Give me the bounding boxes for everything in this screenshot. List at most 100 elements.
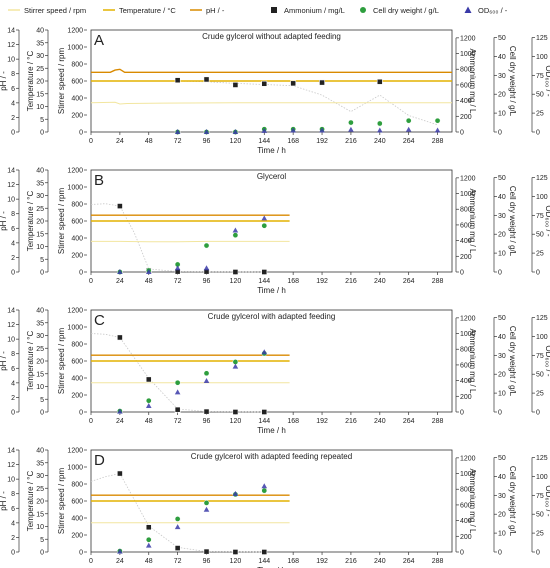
temperature-tick-label: 0	[40, 550, 44, 557]
cdw-point	[261, 487, 268, 494]
cdw-tick-label: 40	[498, 194, 506, 201]
od-point	[145, 269, 152, 274]
cdw-tick-label: 20	[498, 512, 506, 519]
od-point	[203, 265, 210, 271]
x-tick-label: 264	[403, 138, 415, 145]
temperature-axis-title: Temperature / °C	[26, 331, 35, 392]
cdw-tick-label: 40	[498, 54, 506, 61]
x-tick-label: 72	[174, 278, 182, 285]
ammonium-point	[232, 269, 239, 275]
ammonium-tick-label: 1200	[460, 455, 476, 462]
od-tick-label: 100	[536, 194, 548, 201]
od-point	[203, 378, 210, 384]
ammonium-point	[261, 409, 268, 415]
cdw-tick-label: 10	[498, 111, 506, 118]
x-tick-label: 216	[345, 418, 357, 425]
cdw-tick-label: 40	[498, 474, 506, 481]
od-point	[117, 548, 123, 554]
temperature-tick-label: 35	[36, 40, 44, 47]
od-tick-label: 50	[536, 232, 544, 239]
temperature-tick-label: 10	[36, 384, 44, 391]
temperature-tick-label: 0	[40, 270, 44, 277]
od-axis-title: OD₆₀₀ / -	[544, 485, 550, 517]
temperature-axis-title: Temperature / °C	[26, 191, 35, 252]
x-tick-label: 240	[374, 418, 386, 425]
ammonium-axis-title: Ammonium mg / L	[468, 469, 477, 534]
temperature-tick-label: 25	[36, 486, 44, 493]
temperature-tick-label: 30	[36, 193, 44, 200]
stirrer-tick-label: 200	[71, 533, 83, 540]
ammonium-tick-label: 800	[460, 347, 472, 354]
stirrer-tick-label: 1200	[67, 28, 83, 35]
od-tick-label: 125	[536, 35, 548, 42]
stirrer-tick-label: 1000	[67, 185, 83, 192]
temperature-tick-label: 5	[40, 257, 44, 264]
legend-label-ph: pH / -	[206, 6, 225, 15]
stirrer-tick-label: 800	[71, 62, 83, 69]
x-tick-label: 120	[230, 138, 242, 145]
ph-tick-label: 14	[7, 308, 15, 315]
temperature-tick-label: 15	[36, 511, 44, 518]
cdw-tick-label: 30	[498, 493, 506, 500]
ph-axis-title: pH / -	[0, 71, 8, 91]
x-tick-label: 288	[432, 278, 444, 285]
od-point	[261, 127, 268, 133]
x-tick-label: 216	[345, 558, 357, 565]
x-tick-label: 240	[374, 278, 386, 285]
x-tick-label: 288	[432, 558, 444, 565]
ammonium-point	[232, 409, 239, 415]
x-axis-title: Time / h	[257, 286, 286, 295]
stirrer-tick-label: 1200	[67, 308, 83, 315]
x-tick-label: 264	[403, 558, 415, 565]
stirrer-tick-label: 200	[71, 393, 83, 400]
ph-tick-label: 2	[11, 255, 15, 262]
od-point	[174, 265, 181, 271]
od-point	[261, 215, 268, 221]
cdw-point	[203, 500, 210, 506]
stirrer-tick-label: 800	[71, 342, 83, 349]
ammonium-point	[319, 79, 325, 86]
od-tick-label: 125	[536, 455, 548, 462]
x-axis-title: Time / h	[257, 566, 286, 568]
ph-tick-label: 8	[11, 71, 15, 78]
od-point	[174, 389, 181, 395]
x-tick-label: 48	[145, 418, 153, 425]
cdw-tick-label: 0	[498, 270, 502, 277]
od-tick-label: 100	[536, 334, 548, 341]
od-point	[290, 127, 296, 133]
temperature-tick-label: 5	[40, 117, 44, 124]
cdw-tick-label: 50	[498, 35, 506, 42]
od-point	[117, 408, 123, 414]
cdw-point	[174, 379, 181, 386]
ammonium-point	[116, 334, 123, 341]
legend-label-od: OD₆₀₀ / -	[478, 6, 508, 15]
ammonium-tick-label: 400	[460, 98, 472, 105]
cdw-point	[376, 120, 383, 127]
ph-tick-label: 0	[11, 130, 15, 137]
cdw-tick-label: 30	[498, 73, 506, 80]
x-tick-label: 72	[174, 418, 182, 425]
ph-axis-title: pH / -	[0, 211, 8, 231]
od-point	[203, 506, 210, 512]
cdw-tick-label: 0	[498, 550, 502, 557]
od-point	[232, 129, 239, 134]
od-tick-label: 75	[536, 353, 544, 360]
x-tick-label: 168	[287, 138, 299, 145]
cdw-tick-label: 50	[498, 315, 506, 322]
stirrer-line	[90, 101, 452, 105]
ammonium-point	[116, 470, 123, 477]
x-tick-label: 120	[230, 278, 242, 285]
x-tick-label: 144	[258, 418, 270, 425]
od-point	[377, 127, 383, 133]
legend-label-ammonium: Ammonium / mg/L	[284, 6, 345, 15]
ph-tick-label: 14	[7, 448, 15, 455]
panel-label: D	[94, 452, 105, 469]
x-tick-label: 168	[287, 278, 299, 285]
cdw-tick-label: 50	[498, 455, 506, 462]
od-axis-title: OD₆₀₀ / -	[544, 345, 550, 377]
ph-tick-label: 6	[11, 86, 15, 93]
ph-tick-label: 12	[7, 462, 15, 469]
cdw-point	[145, 397, 152, 404]
temperature-tick-label: 15	[36, 371, 44, 378]
ph-tick-label: 12	[7, 322, 15, 329]
